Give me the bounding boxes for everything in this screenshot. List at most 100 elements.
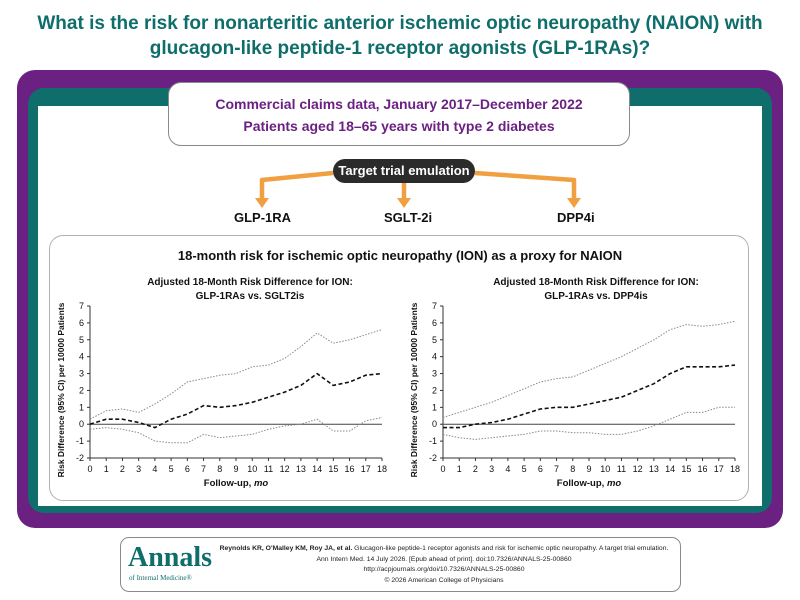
- y-axis-label: Risk Difference (95% CI) per 10000 Patie…: [409, 302, 419, 477]
- arrows-diagram: [255, 170, 581, 208]
- x-tick-label: 6: [185, 464, 190, 474]
- x-tick-label: 11: [617, 464, 626, 474]
- citation-text: Reynolds KR, O'Malley KM, Roy JA, et al.…: [213, 544, 675, 586]
- x-tick-label: 16: [345, 464, 355, 474]
- x-tick-label: 8: [217, 464, 222, 474]
- x-tick-label: 10: [600, 464, 610, 474]
- citation-journal: Ann Intern Med. 14 July 2026. [Epub ahea…: [316, 555, 572, 563]
- x-tick-label: 18: [730, 464, 740, 474]
- y-tick-label: 1: [79, 402, 84, 412]
- infographic-title: What is the risk for nonarteritic anteri…: [0, 11, 800, 61]
- x-tick-label: 5: [169, 464, 174, 474]
- results-box: 18-month risk for ischemic optic neuropa…: [49, 235, 749, 501]
- arrow-to-glp1ra: [259, 170, 334, 200]
- citation-line-1: Reynolds KR, O'Malley KM, Roy JA, et al.…: [213, 544, 675, 555]
- arm-label-sglt2i: SGLT-2i: [384, 210, 433, 225]
- y-tick-label: -1: [429, 436, 437, 446]
- data-source-line: Commercial claims data, January 2017–Dec…: [215, 96, 583, 112]
- arrowhead-sglt2i: [397, 198, 411, 208]
- x-tick-label: 9: [586, 464, 591, 474]
- chart-1-title-line-1: Adjusted 18-Month Risk Difference for IO…: [147, 277, 353, 288]
- x-tick-label: 15: [681, 464, 691, 474]
- target-trial-emulation-label: Target trial emulation: [333, 159, 475, 183]
- arrow-to-dpp4i: [474, 170, 577, 200]
- x-tick-label: 13: [296, 464, 306, 474]
- citation-title: Glucagon-like peptide-1 receptor agonist…: [352, 545, 669, 552]
- x-tick-label: 4: [505, 464, 510, 474]
- y-tick-label: -1: [76, 436, 84, 446]
- x-tick-label: 4: [152, 464, 157, 474]
- x-tick-label: 14: [665, 464, 675, 474]
- y-tick-label: 6: [432, 318, 437, 328]
- series-line-estimate: [89, 372, 383, 429]
- results-title: 18-month risk for ischemic optic neuropa…: [177, 248, 623, 263]
- population-line: Patients aged 18–65 years with type 2 di…: [243, 118, 555, 134]
- y-tick-label: 3: [432, 369, 437, 379]
- x-tick-label: 18: [377, 464, 387, 474]
- x-tick-label: 6: [538, 464, 543, 474]
- logo-subtitle: of Internal Medicine®: [129, 574, 192, 582]
- x-tick-label: 15: [328, 464, 338, 474]
- y-tick-label: 5: [79, 335, 84, 345]
- series-line-upper: [442, 320, 736, 418]
- y-tick-label: 4: [432, 352, 437, 362]
- y-axis-label: Risk Difference (95% CI) per 10000 Patie…: [56, 302, 66, 477]
- y-tick-label: 6: [79, 318, 84, 328]
- title-line-1: What is the risk for nonarteritic anteri…: [37, 13, 763, 34]
- x-tick-label: 2: [120, 464, 125, 474]
- x-tick-label: 7: [201, 464, 206, 474]
- series-line-estimate: [443, 364, 736, 429]
- y-tick-label: 1: [432, 402, 437, 412]
- y-tick-label: 2: [432, 385, 437, 395]
- x-tick-label: 3: [489, 464, 494, 474]
- chart-2-title: Adjusted 18-Month Risk Difference for IO…: [466, 276, 726, 304]
- x-tick-label: 3: [136, 464, 141, 474]
- x-tick-label: 7: [554, 464, 559, 474]
- data-source-box: Commercial claims data, January 2017–Dec…: [168, 82, 630, 146]
- arm-label-dpp4i: DPP4i: [557, 210, 595, 225]
- logo-wordmark: Annals: [128, 542, 213, 573]
- arrowhead-dpp4i: [567, 198, 581, 208]
- x-axis-label: Follow-up, mo: [204, 478, 269, 489]
- y-tick-label: 7: [79, 301, 84, 311]
- x-axis-label: Follow-up, mo: [557, 478, 622, 489]
- x-tick-label: 9: [233, 464, 238, 474]
- x-tick-label: 12: [633, 464, 643, 474]
- x-tick-label: 17: [714, 464, 724, 474]
- copyright-line: © 2026 American College of Physicians: [384, 576, 504, 584]
- x-tick-label: 11: [264, 464, 273, 474]
- y-tick-label: 0: [432, 419, 437, 429]
- x-tick-label: 12: [280, 464, 290, 474]
- y-tick-label: -2: [76, 453, 84, 463]
- x-tick-label: 14: [312, 464, 322, 474]
- y-tick-label: 0: [79, 419, 84, 429]
- y-tick-label: -2: [429, 453, 437, 463]
- chart-2-title-line-1: Adjusted 18-Month Risk Difference for IO…: [493, 277, 699, 288]
- x-tick-label: 2: [473, 464, 478, 474]
- chart-1-title-line-2: GLP-1RAs vs. SGLT2is: [195, 291, 305, 302]
- y-tick-label: 4: [79, 352, 84, 362]
- x-tick-label: 13: [649, 464, 659, 474]
- y-tick-label: 2: [79, 385, 84, 395]
- series-line-lower: [89, 417, 383, 444]
- citation-authors: Reynolds KR, O'Malley KM, Roy JA, et al.: [219, 545, 353, 552]
- citation-url[interactable]: http://acpjournals.org/doi/10.7326/ANNAL…: [363, 566, 525, 573]
- x-tick-label: 10: [247, 464, 257, 474]
- y-tick-label: 7: [432, 301, 437, 311]
- chart-2-title-line-2: GLP-1RAs vs. DPP4is: [544, 291, 648, 302]
- x-tick-label: 0: [87, 464, 92, 474]
- arrowhead-glp1ra: [255, 198, 269, 208]
- y-tick-label: 5: [432, 335, 437, 345]
- x-tick-label: 5: [522, 464, 527, 474]
- x-tick-label: 8: [570, 464, 575, 474]
- x-tick-label: 1: [104, 464, 109, 474]
- series-line-lower: [442, 406, 735, 440]
- citation-box: Annals of Internal Medicine® Reynolds KR…: [120, 537, 681, 592]
- chart-1-title: Adjusted 18-Month Risk Difference for IO…: [120, 276, 380, 304]
- title-line-2: glucagon-like peptide-1 receptor agonist…: [149, 38, 651, 59]
- x-tick-label: 0: [440, 464, 445, 474]
- x-tick-label: 16: [698, 464, 708, 474]
- x-tick-label: 17: [361, 464, 371, 474]
